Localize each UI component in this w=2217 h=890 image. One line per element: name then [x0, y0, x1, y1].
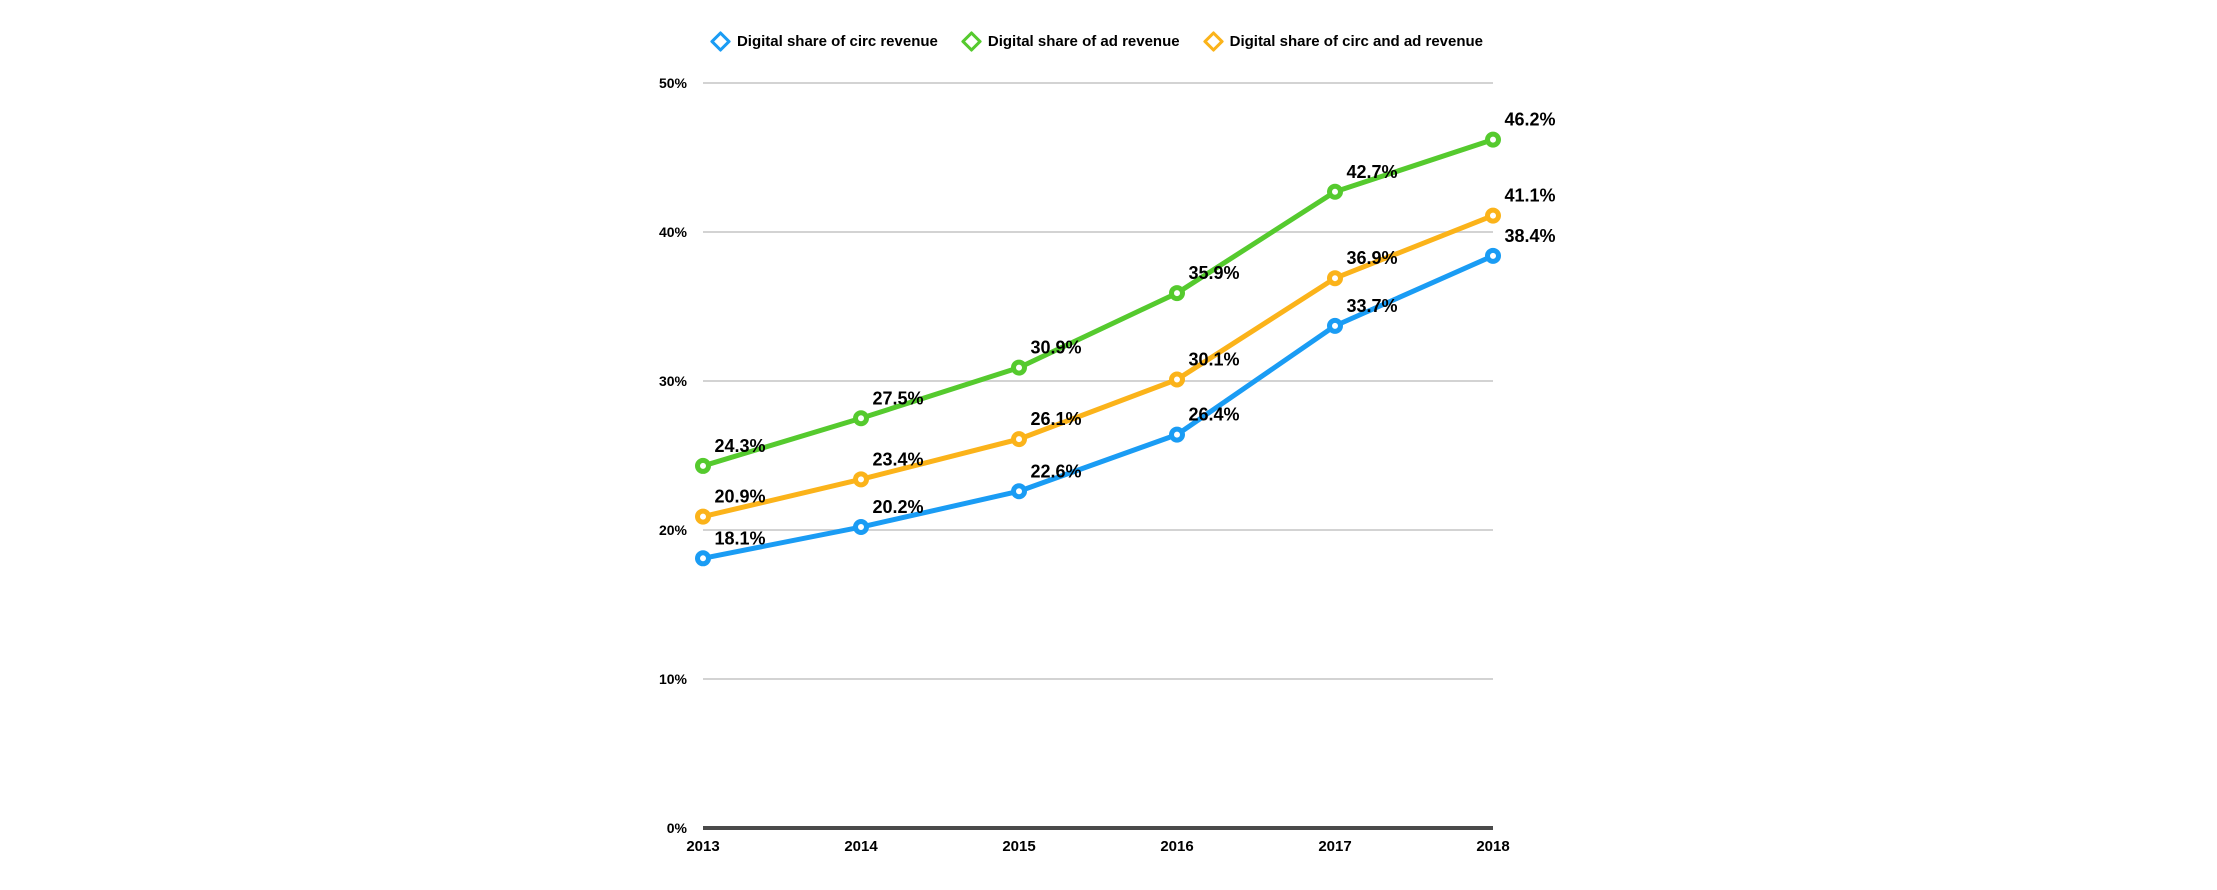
data-point-marker	[1169, 285, 1185, 302]
data-label: 20.2%	[872, 497, 923, 517]
data-point-marker	[1011, 359, 1027, 376]
data-label: 33.7%	[1346, 296, 1397, 316]
x-tick-label-2016: 2016	[1160, 838, 1193, 855]
legend-item-0: Digital share of circ revenue	[709, 30, 938, 53]
data-point-marker	[1169, 426, 1185, 443]
data-label: 46.2%	[1504, 110, 1555, 130]
series-line-2	[700, 213, 1496, 520]
legend-label: Digital share of circ revenue	[736, 33, 938, 50]
data-point-marker	[1327, 183, 1343, 200]
y-tick-label-40: 40%	[659, 224, 688, 240]
y-tick-label-10: 10%	[659, 671, 688, 687]
data-point-marker	[853, 471, 869, 488]
data-label: 20.9%	[714, 487, 765, 507]
data-label: 26.1%	[1030, 409, 1081, 429]
data-label: 22.6%	[1030, 461, 1081, 481]
series-line-0	[700, 253, 1496, 561]
data-point-marker	[1169, 371, 1185, 388]
y-tick-label-30: 30%	[659, 373, 688, 389]
data-point-marker	[695, 508, 711, 525]
data-point-marker	[1327, 317, 1343, 334]
data-label: 18.1%	[714, 528, 765, 548]
data-point-marker	[1011, 431, 1027, 448]
data-label: 24.3%	[714, 436, 765, 456]
data-point-marker	[695, 550, 711, 567]
data-point-marker	[1485, 131, 1501, 148]
x-tick-label-2017: 2017	[1318, 838, 1351, 855]
data-label: 30.9%	[1030, 338, 1081, 358]
data-label: 38.4%	[1504, 226, 1555, 246]
x-tick-label-2014: 2014	[844, 838, 878, 855]
legend-label: Digital share of ad revenue	[987, 33, 1180, 50]
legend-item-1: Digital share of ad revenue	[960, 30, 1180, 53]
legend-label: Digital share of circ and ad revenue	[1229, 33, 1484, 50]
data-label: 41.1%	[1504, 186, 1555, 206]
data-point-marker	[1011, 483, 1027, 500]
legend-item-2: Digital share of circ and ad revenue	[1202, 30, 1484, 53]
data-label: 35.9%	[1188, 263, 1239, 283]
x-tick-label-2013: 2013	[686, 838, 719, 855]
data-point-marker	[1485, 247, 1501, 264]
data-point-marker	[695, 457, 711, 474]
chart-legend: Digital share of circ revenue Digital sha…	[703, 30, 1493, 53]
data-point-marker	[1327, 270, 1343, 287]
data-point-marker	[853, 410, 869, 427]
y-tick-label-20: 20%	[659, 522, 688, 538]
data-label: 42.7%	[1346, 162, 1397, 182]
data-label: 26.4%	[1188, 405, 1239, 425]
data-label: 27.5%	[872, 388, 923, 408]
x-tick-label-2015: 2015	[1002, 838, 1035, 855]
data-label: 30.1%	[1188, 350, 1239, 370]
data-point-marker	[1485, 207, 1501, 224]
data-label: 36.9%	[1346, 248, 1397, 268]
data-point-marker	[853, 519, 869, 536]
y-tick-label-50: 50%	[659, 75, 688, 91]
series-line-1	[700, 137, 1496, 469]
y-tick-label-0: 0%	[667, 820, 688, 836]
x-tick-label-2018: 2018	[1476, 838, 1509, 855]
data-label: 23.4%	[872, 449, 923, 469]
